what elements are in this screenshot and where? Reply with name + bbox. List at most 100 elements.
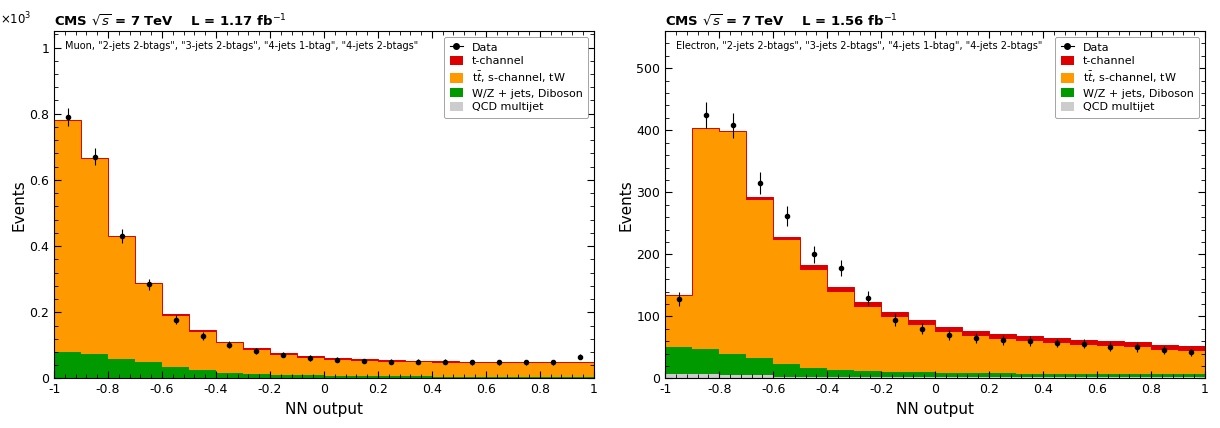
- Bar: [351, 359, 378, 361]
- Bar: [486, 377, 512, 378]
- Bar: [1016, 374, 1043, 377]
- Bar: [378, 360, 405, 362]
- Bar: [989, 334, 1016, 339]
- Bar: [1124, 342, 1150, 348]
- Bar: [963, 373, 989, 377]
- Bar: [567, 363, 594, 377]
- Bar: [1016, 336, 1043, 341]
- Bar: [692, 374, 720, 378]
- Y-axis label: Events: Events: [11, 179, 27, 231]
- Bar: [773, 377, 800, 378]
- Bar: [747, 375, 773, 378]
- Bar: [827, 370, 854, 377]
- Bar: [1124, 377, 1150, 378]
- Bar: [881, 377, 908, 378]
- Bar: [216, 343, 243, 372]
- Bar: [1043, 343, 1070, 374]
- Bar: [963, 377, 989, 378]
- Bar: [800, 368, 827, 377]
- Bar: [908, 377, 935, 378]
- Bar: [665, 295, 692, 348]
- Bar: [1097, 377, 1124, 378]
- Bar: [989, 373, 1016, 377]
- Bar: [378, 362, 405, 377]
- Text: CMS $\sqrt{s}$ = 7 TeV    L = 1.17 fb$^{-1}$: CMS $\sqrt{s}$ = 7 TeV L = 1.17 fb$^{-1}…: [54, 13, 287, 28]
- Bar: [296, 358, 325, 375]
- Bar: [1070, 340, 1097, 345]
- Bar: [162, 367, 189, 378]
- Bar: [1070, 345, 1097, 374]
- Bar: [378, 377, 405, 378]
- Bar: [162, 314, 189, 315]
- Bar: [432, 363, 459, 377]
- Bar: [773, 237, 800, 240]
- Bar: [1097, 341, 1124, 346]
- Bar: [1179, 374, 1205, 377]
- Bar: [800, 270, 827, 368]
- Legend: Data, t-channel, t$\bar{t}$, s-channel, tW, W/Z + jets, Diboson, QCD multijet: Data, t-channel, t$\bar{t}$, s-channel, …: [444, 36, 588, 118]
- Bar: [486, 362, 512, 363]
- Bar: [665, 374, 692, 378]
- Bar: [989, 377, 1016, 378]
- Bar: [1124, 348, 1150, 374]
- Bar: [1016, 377, 1043, 378]
- Bar: [908, 372, 935, 377]
- Bar: [692, 349, 720, 374]
- Bar: [908, 320, 935, 325]
- Bar: [1150, 345, 1179, 350]
- Bar: [1179, 351, 1205, 374]
- Bar: [81, 158, 109, 354]
- Bar: [989, 339, 1016, 373]
- Bar: [747, 358, 773, 375]
- Bar: [935, 377, 963, 378]
- Bar: [189, 332, 216, 370]
- Bar: [539, 362, 567, 363]
- Bar: [296, 356, 325, 358]
- Bar: [747, 197, 773, 200]
- Bar: [486, 363, 512, 377]
- Bar: [1043, 377, 1070, 378]
- Bar: [351, 376, 378, 378]
- Bar: [1097, 374, 1124, 377]
- Bar: [243, 350, 270, 374]
- Bar: [692, 128, 720, 349]
- Bar: [459, 363, 486, 377]
- Y-axis label: Events: Events: [619, 179, 633, 231]
- Text: Muon, "2-jets 2-btags", "3-jets 2-btags", "4-jets 1-btag", "4-jets 2-btags": Muon, "2-jets 2-btags", "3-jets 2-btags"…: [65, 42, 418, 51]
- Bar: [432, 377, 459, 378]
- Bar: [325, 376, 351, 378]
- Bar: [539, 377, 567, 378]
- Bar: [1043, 374, 1070, 377]
- Bar: [963, 336, 989, 373]
- Bar: [512, 363, 539, 377]
- Bar: [216, 342, 243, 343]
- Bar: [1150, 377, 1179, 378]
- X-axis label: NN output: NN output: [285, 402, 364, 417]
- Bar: [54, 120, 81, 352]
- Bar: [512, 362, 539, 363]
- Bar: [567, 362, 594, 363]
- Legend: Data, t-channel, t$\bar{t}$, s-channel, tW, W/Z + jets, Diboson, QCD multijet: Data, t-channel, t$\bar{t}$, s-channel, …: [1055, 36, 1199, 118]
- Bar: [432, 361, 459, 363]
- Bar: [1124, 374, 1150, 377]
- Bar: [1097, 346, 1124, 374]
- Bar: [54, 352, 81, 378]
- Bar: [773, 240, 800, 364]
- Bar: [908, 325, 935, 372]
- Bar: [351, 361, 378, 376]
- Bar: [800, 265, 827, 270]
- Bar: [881, 317, 908, 372]
- Bar: [567, 377, 594, 378]
- Bar: [109, 359, 135, 378]
- Bar: [243, 374, 270, 378]
- X-axis label: NN output: NN output: [895, 402, 974, 417]
- Bar: [539, 363, 567, 377]
- Bar: [1179, 346, 1205, 351]
- Text: CMS $\sqrt{s}$ = 7 TeV    L = 1.56 fb$^{-1}$: CMS $\sqrt{s}$ = 7 TeV L = 1.56 fb$^{-1}…: [665, 13, 898, 28]
- Bar: [1043, 338, 1070, 343]
- Bar: [243, 348, 270, 350]
- Bar: [881, 312, 908, 317]
- Bar: [1016, 341, 1043, 374]
- Bar: [1150, 350, 1179, 374]
- Bar: [720, 354, 747, 375]
